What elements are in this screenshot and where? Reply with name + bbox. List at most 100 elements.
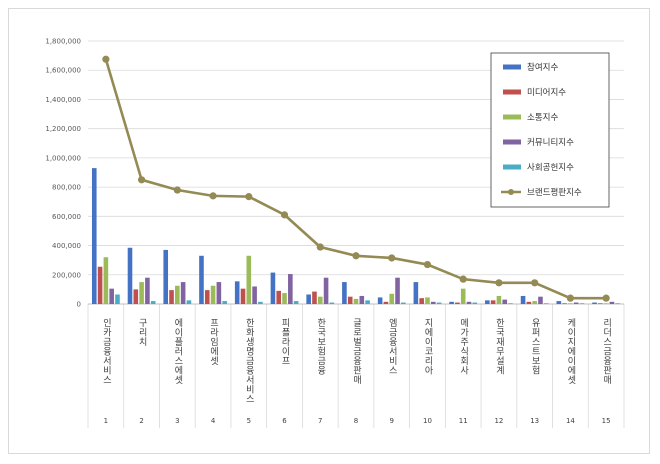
line-point <box>316 243 324 251</box>
legend-swatch <box>503 139 521 145</box>
line-point <box>531 279 539 287</box>
bar <box>145 277 150 304</box>
category-label: 유퍼스트보험 <box>530 318 540 375</box>
bar <box>234 281 240 304</box>
category-label: 케이지에이에셋 <box>565 318 575 385</box>
bar <box>347 296 353 304</box>
bar <box>508 303 513 304</box>
bar <box>485 300 490 304</box>
bar <box>419 298 424 304</box>
bar <box>115 294 120 304</box>
bar <box>389 293 395 304</box>
legend-marker <box>508 189 514 195</box>
bar <box>556 301 562 304</box>
category-index-label: 5 <box>247 417 251 425</box>
bar <box>592 302 597 304</box>
bar <box>163 249 169 304</box>
category-index-label: 10 <box>423 417 432 425</box>
legend-label: 미디어지수 <box>527 87 566 98</box>
bar <box>109 288 114 304</box>
category-label: 지에이코리아 <box>422 318 432 376</box>
bar <box>240 288 246 304</box>
bar <box>139 282 144 304</box>
bar <box>436 302 442 304</box>
bar <box>306 294 311 304</box>
bar <box>199 255 204 304</box>
y-tick-label: 1,000,000 <box>45 154 81 162</box>
legend-label: 커뮤니티지수 <box>527 137 574 148</box>
bar <box>293 301 299 304</box>
line-point <box>209 192 217 200</box>
legend-swatch <box>503 164 521 170</box>
line-point <box>566 294 575 302</box>
bar <box>276 290 282 304</box>
bar <box>359 295 365 304</box>
category-index-label: 15 <box>602 417 611 425</box>
bar <box>466 301 472 304</box>
line-point <box>423 260 432 269</box>
line-point <box>245 193 253 201</box>
bar <box>97 266 103 304</box>
line-point <box>602 294 610 302</box>
bar <box>502 299 508 304</box>
category-index-label: 3 <box>175 417 179 425</box>
bar <box>395 277 400 304</box>
bar <box>258 301 263 304</box>
y-tick-label: 0 <box>77 301 81 309</box>
bar <box>169 290 174 304</box>
bar <box>520 295 526 304</box>
bar <box>425 297 430 304</box>
category-label: 글로벌금융판매 <box>351 318 361 385</box>
legend-label: 참여지수 <box>527 62 558 73</box>
bar <box>323 277 329 304</box>
legend-swatch <box>503 89 521 95</box>
bar <box>383 301 389 304</box>
bar <box>365 300 370 304</box>
category-label: 에이플러스에셋 <box>172 318 182 385</box>
category-label: 인카금융서비스 <box>101 318 111 385</box>
legend-swatch <box>503 114 521 120</box>
bar <box>246 255 252 304</box>
line-point <box>495 279 503 287</box>
category-label: 한화생명금융서비스 <box>244 318 254 404</box>
bar <box>175 285 180 304</box>
category-index-label: 12 <box>494 417 503 425</box>
bar <box>598 303 603 304</box>
bar <box>216 282 222 304</box>
line-point <box>388 254 396 262</box>
category-index-label: 4 <box>211 417 216 425</box>
bar <box>127 247 133 304</box>
bar <box>150 301 156 304</box>
bar <box>573 302 579 304</box>
legend-label: 소통지수 <box>527 113 558 123</box>
bar <box>204 290 210 304</box>
category-label: 메가주식회사 <box>458 318 468 376</box>
y-tick-label: 1,400,000 <box>45 96 81 104</box>
line-point <box>280 211 289 219</box>
category-index-label: 13 <box>530 417 539 425</box>
category-label: 한국보험금융 <box>315 318 325 375</box>
bar <box>562 303 567 304</box>
legend-label: 브랜드평판지수 <box>527 187 582 198</box>
line-point <box>138 176 146 184</box>
category-index-label: 1 <box>104 417 108 425</box>
category-index-label: 2 <box>139 417 143 425</box>
y-tick-label: 1,200,000 <box>45 125 81 133</box>
bar <box>413 282 419 304</box>
bar <box>615 303 621 304</box>
bar <box>312 291 317 304</box>
bar <box>603 303 609 304</box>
line-point <box>459 275 467 283</box>
bar <box>538 296 543 304</box>
category-index-label: 14 <box>566 417 575 425</box>
legend-label: 사회공헌지수 <box>527 163 574 173</box>
bar <box>455 302 460 304</box>
bar <box>252 286 257 304</box>
category-label: 프라임에셋 <box>208 318 218 366</box>
bar <box>180 282 186 304</box>
bar <box>490 300 496 304</box>
bar <box>270 272 276 304</box>
category-index-label: 11 <box>459 417 468 425</box>
category-label: 구리치 <box>137 318 147 347</box>
